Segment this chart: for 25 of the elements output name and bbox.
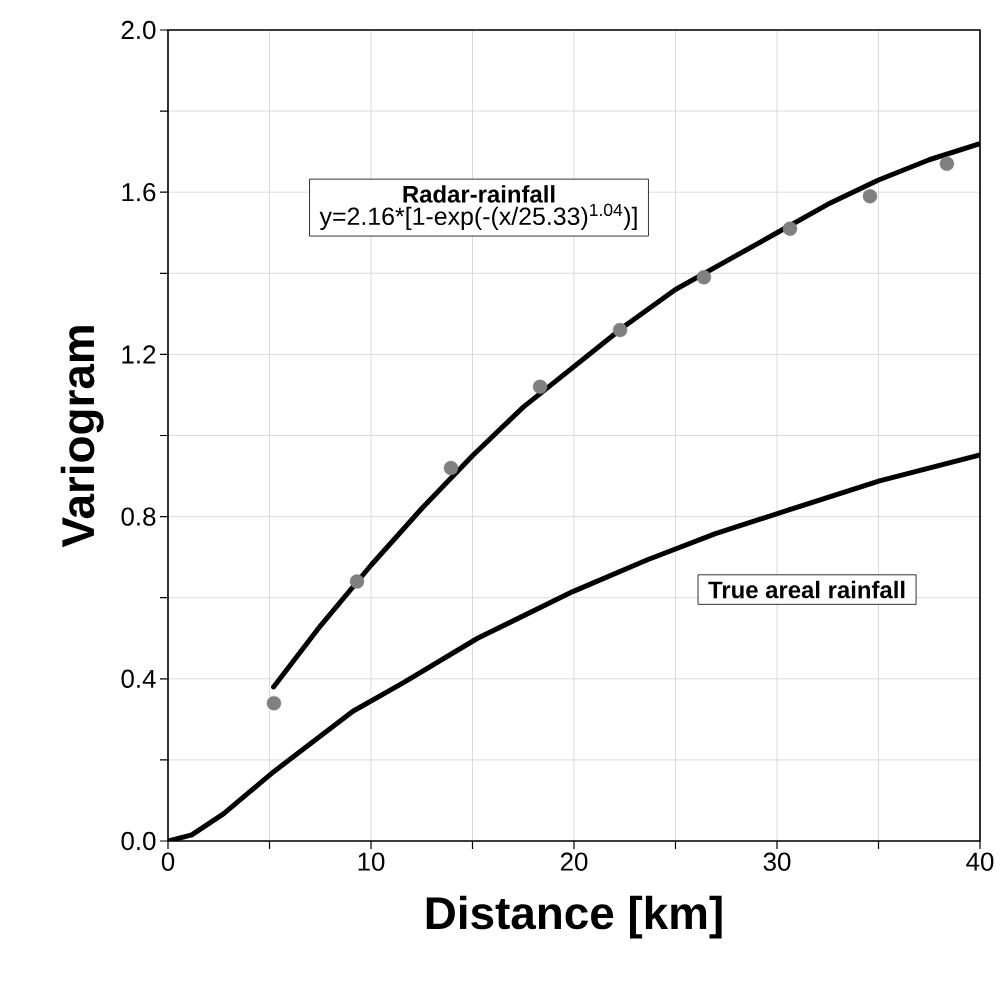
y-tick-label: 2.0 [121, 20, 156, 40]
x-tick-label: 0 [161, 852, 175, 871]
annotation: y=2.16*[1-exp(-(x/25.33)$^{1.04}$)] [319, 203, 637, 231]
point [532, 379, 548, 395]
x-tick-label: 10 [358, 852, 385, 871]
point [443, 460, 459, 476]
point [782, 221, 798, 236]
x-tick-label: 20 [560, 852, 588, 871]
y-tick-label: 0.0 [121, 831, 156, 851]
y-axis-title: Variogram [60, 326, 104, 548]
annotation: Radar-rainfall [403, 185, 555, 203]
point [349, 574, 365, 589]
y-tick-label: 0.4 [121, 669, 156, 688]
series-label: True areal rainfall [708, 580, 905, 599]
point [862, 189, 878, 204]
x-tick-label: 40 [966, 852, 994, 871]
point [266, 695, 282, 711]
y-tick-label: 1.6 [122, 183, 156, 202]
y-tick-label: 1.2 [122, 345, 156, 364]
x-axis-title: Distance [km] [426, 895, 722, 939]
y-tick-label: 0.8 [121, 507, 156, 526]
point [696, 270, 712, 285]
point [939, 156, 955, 171]
point [612, 322, 628, 338]
x-tick-label: 30 [763, 852, 791, 871]
